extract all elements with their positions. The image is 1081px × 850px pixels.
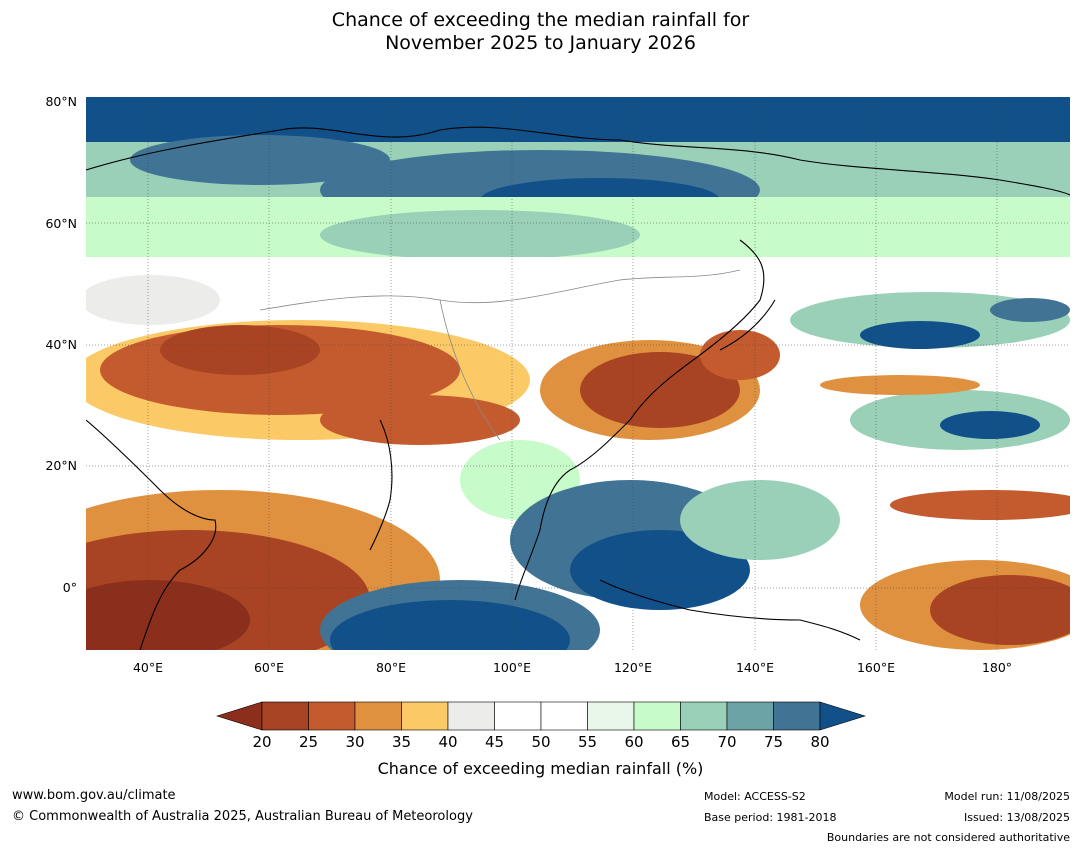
region-arctic-wet [86, 97, 1070, 142]
colorbar-tick: 65 [670, 733, 691, 751]
footer-model: Model: ACCESS-S2 [704, 790, 806, 803]
colorbar [215, 701, 867, 731]
region-east-asia-dry [580, 352, 740, 428]
colorbar-bin [726, 701, 774, 731]
lon-label-40e: 40°E [132, 660, 164, 675]
colorbar-tick: 70 [717, 733, 737, 751]
colorbar-bin [354, 701, 402, 731]
chart-title: Chance of exceeding the median rainfall … [0, 9, 1081, 55]
lon-label-140e: 140°E [735, 660, 774, 675]
region-west-siberia-wet [130, 135, 390, 185]
region-iran-dry [160, 325, 320, 375]
footer-issued: Issued: 13/08/2025 [963, 811, 1070, 824]
colorbar-bin [447, 701, 495, 731]
colorbar-tick: 45 [484, 733, 505, 751]
region-pacific-dry-band [820, 375, 980, 395]
colorbar-label: Chance of exceeding median rainfall (%) [377, 759, 704, 778]
lon-label-120e: 120°E [613, 660, 652, 675]
footer-base-period: Base period: 1981-2018 [704, 811, 837, 824]
coastlines [86, 126, 1070, 650]
lat-label-40n: 40°N [45, 337, 77, 352]
region-japan-dry [700, 330, 780, 380]
colorbar-tick: 25 [298, 733, 319, 751]
region-nw-pacific-wet-2 [990, 298, 1070, 322]
colorbar-tick: 30 [345, 733, 365, 751]
colorbar-bin [308, 701, 356, 731]
region-himalaya-dry [320, 395, 520, 445]
title-line-1: Chance of exceeding the median rainfall … [331, 9, 750, 31]
colorbar-tick: 50 [531, 733, 551, 751]
colorbar-tick: 35 [391, 733, 412, 751]
colorbar-tick: 40 [438, 733, 458, 751]
colorbar-bin [680, 701, 728, 731]
colorbar-bin [587, 701, 635, 731]
region-central-asia-neutral [86, 275, 220, 325]
colorbar-bin [401, 701, 449, 731]
country-boundaries [259, 269, 741, 441]
colorbar-bin [633, 701, 681, 731]
lon-label-80e: 80°E [375, 660, 407, 675]
lat-label-20n: 20°N [45, 458, 77, 473]
lon-label-60e: 60°E [253, 660, 285, 675]
region-central-teal [320, 210, 640, 260]
colorbar-tick: 60 [624, 733, 644, 751]
region-east-africa-very-dry [86, 580, 250, 650]
graticule [86, 97, 1070, 650]
region-nw-pacific-wet-1 [860, 321, 980, 349]
region-west-pacific-teal [680, 480, 840, 560]
footer-disclaimer: Boundaries are not considered authoritat… [826, 831, 1070, 844]
lon-label-100e: 100°E [492, 660, 531, 675]
colorbar-bin [494, 701, 542, 731]
colorbar-tick: 80 [810, 733, 830, 751]
region-east-indian-ocean-very-wet [330, 600, 570, 650]
colorbar-bin [261, 701, 309, 731]
colorbar-tick: 55 [577, 733, 598, 751]
colorbar-extend-low [215, 701, 263, 731]
region-pacific-dry-north [890, 490, 1070, 520]
colorbar-extend-high [819, 701, 867, 731]
lat-label-0: 0° [62, 580, 77, 595]
map-field [86, 97, 1070, 650]
region-equatorial-pacific-dry [930, 575, 1070, 645]
lat-label-60n: 60°N [45, 216, 77, 231]
footer-model-run: Model run: 11/08/2025 [944, 790, 1070, 803]
colorbar-bin [773, 701, 821, 731]
colorbar-bin [540, 701, 588, 731]
region-central-pacific-wet [940, 411, 1040, 439]
footer-url[interactable]: www.bom.gov.au/climate [12, 788, 176, 803]
colorbar-tick: 20 [252, 733, 272, 751]
lon-label-180: 180° [981, 660, 1013, 675]
footer-copyright: © Commonwealth of Australia 2025, Austra… [12, 809, 473, 824]
lat-label-80n: 80°N [45, 94, 77, 109]
title-line-2: November 2025 to January 2026 [385, 32, 696, 54]
lon-label-160e: 160°E [856, 660, 895, 675]
region-maritime-wet [570, 530, 750, 610]
colorbar-tick: 75 [763, 733, 784, 751]
